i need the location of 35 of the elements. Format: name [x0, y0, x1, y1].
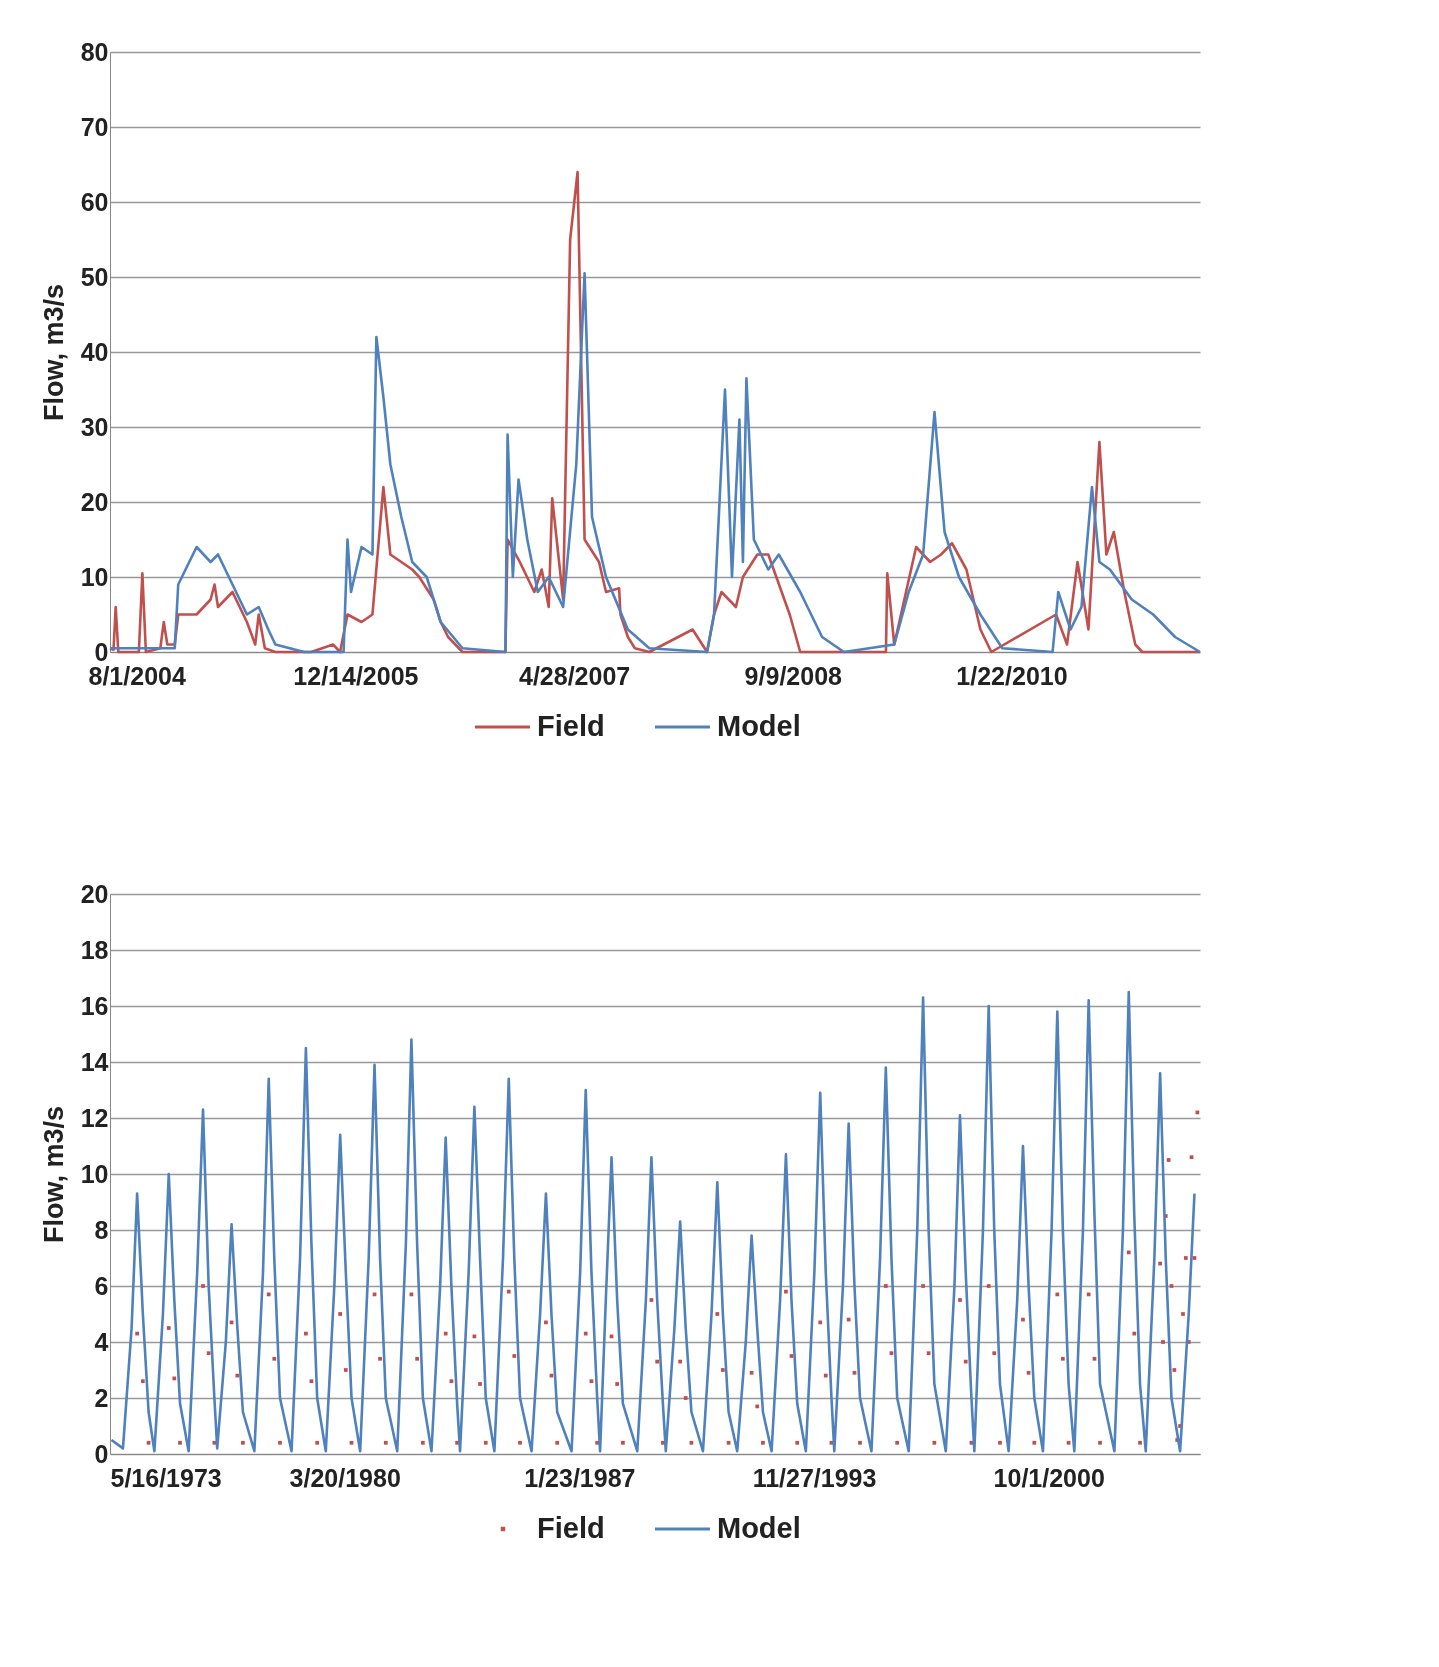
x-tick-label: 1/23/1987 [524, 1463, 636, 1492]
y-tick-label: 16 [80, 991, 109, 1020]
y-tick-label: 40 [80, 337, 109, 366]
y-tick-label: 80 [80, 37, 109, 66]
legend-label: Field [537, 1512, 605, 1544]
x-tick-label: 3/20/1980 [289, 1463, 401, 1492]
legend-label: Model [717, 710, 801, 742]
y-axis-title: Flow, m3/s [38, 1105, 69, 1244]
y-tick-label: 4 [94, 1327, 109, 1356]
y-axis-title: Flow, m3/s [38, 283, 69, 422]
y-tick-label: 12 [80, 1103, 109, 1132]
y-tick-label: 10 [80, 562, 109, 591]
y-tick-label: 20 [80, 487, 109, 516]
x-tick-label: 10/1/2000 [993, 1463, 1105, 1492]
y-tick-label: 50 [80, 262, 109, 291]
y-tick-label: 18 [80, 935, 109, 964]
line-series [110, 990, 1196, 1453]
legend-label: Field [537, 710, 605, 742]
y-tick-label: 70 [80, 112, 109, 141]
x-tick-label: 9/9/2008 [744, 661, 843, 690]
legend-label: Model [717, 1512, 801, 1544]
y-tick-label: 6 [94, 1271, 109, 1300]
y-tick-label: 60 [80, 187, 109, 216]
y-tick-label: 0 [94, 1439, 109, 1468]
y-tick-label: 10 [80, 1159, 109, 1188]
x-tick-label: 1/22/2010 [956, 661, 1068, 690]
y-tick-label: 20 [80, 879, 109, 908]
y-tick-label: 8 [94, 1215, 109, 1244]
y-tick-label: 30 [80, 412, 109, 441]
x-tick-label: 5/16/1973 [110, 1463, 222, 1492]
y-tick-label: 14 [80, 1047, 109, 1076]
y-tick-label: 2 [94, 1383, 109, 1412]
x-tick-label: 12/14/2005 [293, 661, 419, 690]
x-tick-label: 4/28/2007 [518, 661, 631, 690]
x-tick-label: 11/27/1993 [752, 1463, 877, 1492]
